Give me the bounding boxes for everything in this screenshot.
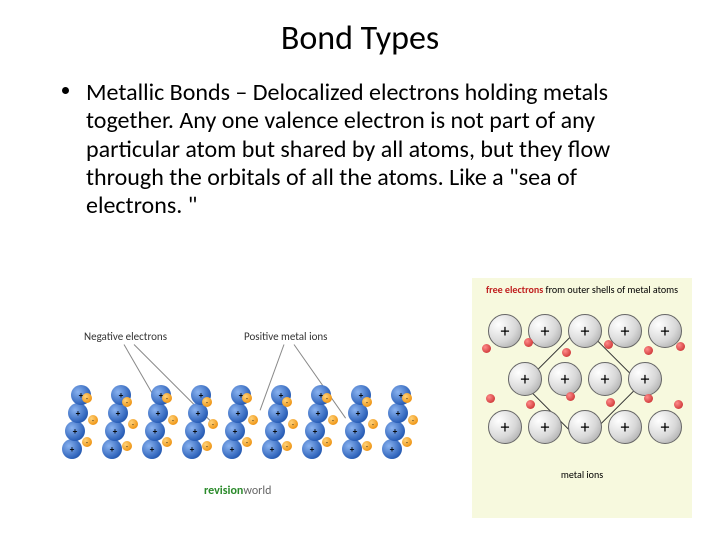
free-electron: - (82, 437, 92, 447)
metal-ion: + (342, 439, 362, 459)
label-positive-ions: Positive metal ions (244, 330, 327, 343)
free-electron: - (282, 441, 292, 451)
label-metal-ions: metal ions (472, 464, 692, 481)
label-negative-electrons: Negative electrons (84, 330, 167, 343)
metal-ion: + (548, 362, 582, 396)
free-electron (524, 338, 533, 347)
metal-ion: + (228, 403, 248, 423)
free-electron (482, 344, 491, 353)
free-electron: - (162, 437, 172, 447)
free-electron (526, 400, 535, 409)
free-electron: - (282, 397, 292, 407)
free-electron: - (362, 397, 372, 407)
free-electron (674, 400, 683, 409)
bullet-text: Metallic Bonds – Delocalized electrons h… (86, 78, 610, 220)
revision-world-logo: revisionworld (204, 484, 271, 498)
metal-ion: + (608, 410, 642, 444)
metal-ion: + (308, 403, 328, 423)
free-electron: - (402, 393, 412, 403)
free-electrons-red: free electrons (486, 283, 543, 296)
metal-ion: + (648, 410, 682, 444)
free-electron (566, 392, 575, 401)
metal-ion: + (608, 314, 642, 348)
metal-ion: + (142, 439, 162, 459)
metal-ion: + (222, 439, 242, 459)
metal-ion: + (382, 439, 402, 459)
metallic-bond-diagram-left: Negative electrons Positive metal ions +… (54, 330, 454, 500)
free-electron (606, 398, 615, 407)
free-electron: - (168, 415, 178, 425)
metal-ion: + (628, 362, 662, 396)
free-electron: - (402, 437, 412, 447)
metal-ion: + (588, 362, 622, 396)
free-electron: - (242, 437, 252, 447)
free-electron: - (128, 419, 138, 429)
bullet-dot (62, 87, 69, 94)
bullet-paragraph: Metallic Bonds – Delocalized electrons h… (0, 59, 720, 221)
metal-ion: + (568, 410, 602, 444)
free-electron: - (162, 393, 172, 403)
free-electrons-rest: from outer shells of metal atoms (543, 283, 678, 296)
free-electron: - (88, 415, 98, 425)
label-free-electrons: free electrons from outer shells of meta… (472, 278, 692, 298)
metal-ion: + (262, 439, 282, 459)
ion-lattice: ++++++++++++++ (482, 304, 682, 464)
metal-ion: + (388, 403, 408, 423)
free-electron (604, 340, 613, 349)
metal-ion: + (528, 314, 562, 348)
free-electron: - (328, 415, 338, 425)
metal-ion: + (148, 403, 168, 423)
metal-ion: + (182, 439, 202, 459)
slide-title: Bond Types (0, 0, 720, 59)
free-electron: - (322, 437, 332, 447)
free-electron: - (202, 441, 212, 451)
free-electron: - (122, 441, 132, 451)
metal-ion: + (568, 314, 602, 348)
metal-ion: + (528, 410, 562, 444)
metal-ion: + (102, 439, 122, 459)
free-electron: - (288, 419, 298, 429)
logo-part-a: revision (204, 484, 243, 498)
free-electron: - (208, 419, 218, 429)
metal-ion: + (302, 439, 322, 459)
metallic-bond-diagram-right: free electrons from outer shells of meta… (472, 278, 692, 518)
free-electron (676, 342, 685, 351)
metal-ion: + (345, 421, 365, 441)
metal-ion: + (68, 403, 88, 423)
free-electron: - (322, 393, 332, 403)
free-electron: - (82, 393, 92, 403)
free-electron: - (202, 397, 212, 407)
free-electron: - (122, 397, 132, 407)
free-electron: - (368, 419, 378, 429)
free-electron: - (242, 393, 252, 403)
metal-ion: + (265, 421, 285, 441)
logo-part-b: world (243, 484, 271, 498)
free-electron (562, 348, 571, 357)
free-electron: - (408, 415, 418, 425)
free-electron (644, 346, 653, 355)
free-electron (644, 394, 653, 403)
metal-ion: + (488, 410, 522, 444)
metal-ion: + (105, 421, 125, 441)
metal-ion: + (508, 362, 542, 396)
metal-ion: + (62, 439, 82, 459)
free-electron: - (362, 441, 372, 451)
free-electron: - (248, 415, 258, 425)
metal-ion: + (185, 421, 205, 441)
free-electron (486, 394, 495, 403)
metal-ion: + (488, 314, 522, 348)
